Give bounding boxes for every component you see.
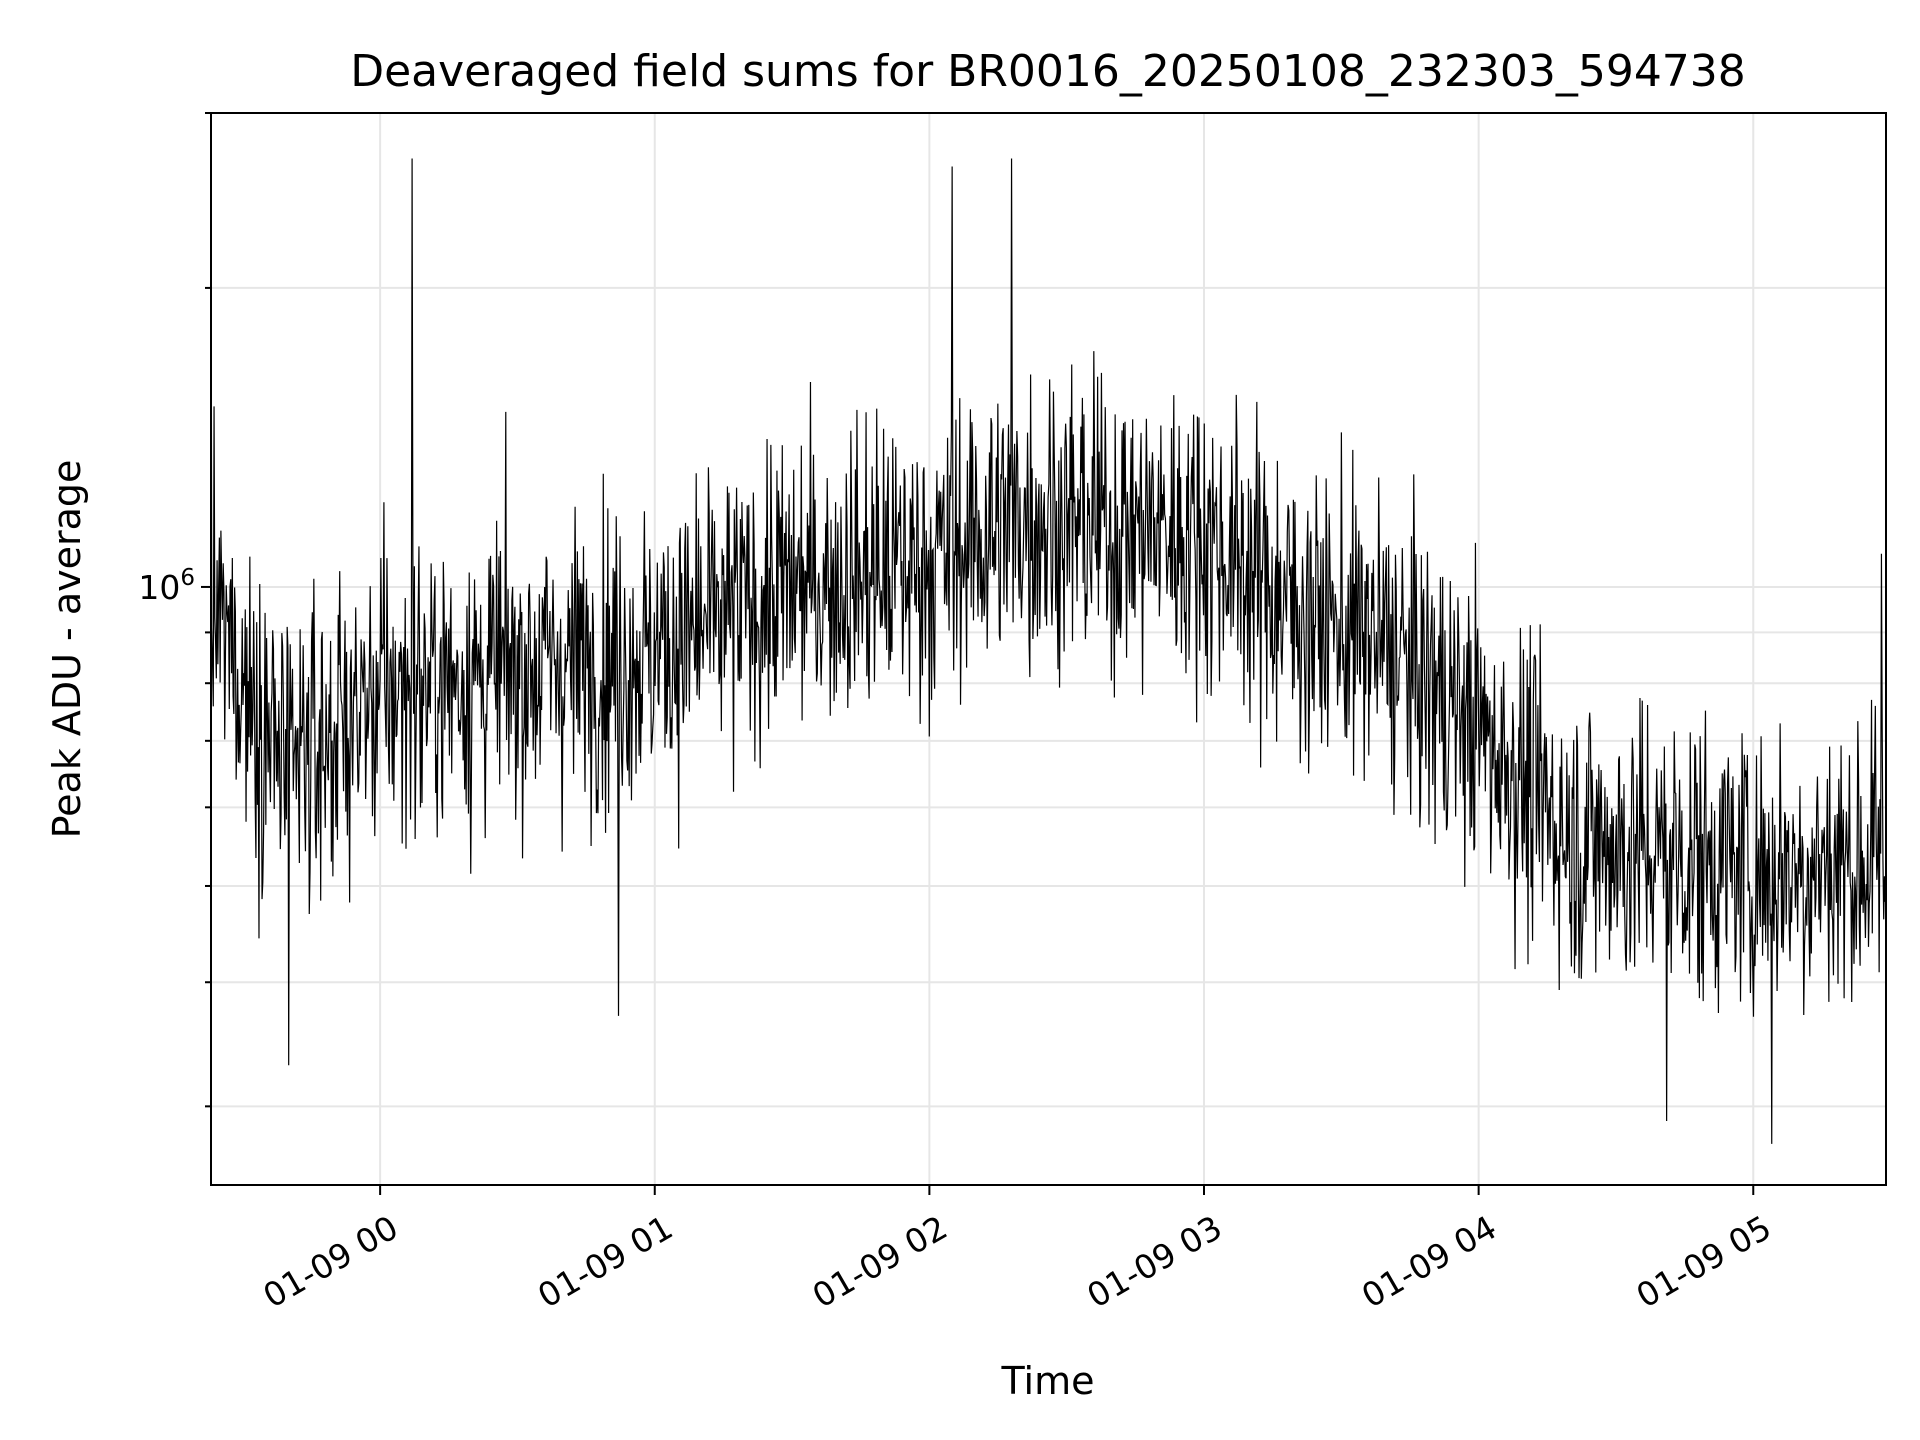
x-axis-label: Time: [1001, 1359, 1095, 1403]
chart-title: Deaveraged field sums for BR0016_2025010…: [350, 46, 1746, 97]
y-tick-label: 106: [138, 565, 195, 607]
y-axis: 106: [138, 112, 211, 1108]
series-layer: [210, 158, 1887, 1144]
y-axis-label: Peak ADU - average: [45, 460, 89, 839]
series-line: [210, 158, 1887, 1144]
plot-frame: [210, 112, 1887, 1186]
